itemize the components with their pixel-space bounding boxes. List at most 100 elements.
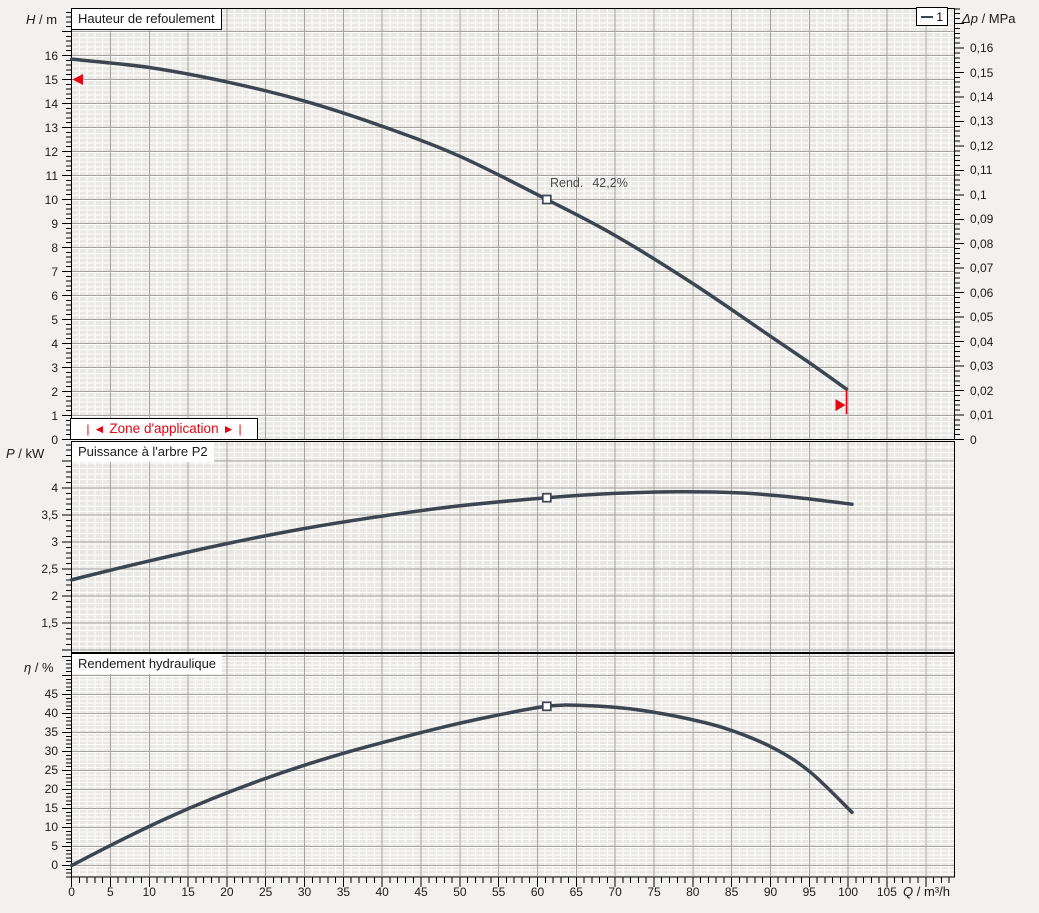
tick-label: 11 — [45, 168, 58, 183]
head-chart-title: Hauteur de refoulement — [71, 8, 222, 30]
tick-label: 0,08 — [970, 236, 994, 251]
tick-label: 6 — [51, 288, 58, 303]
tick-label: 45 — [44, 687, 58, 701]
tick-label: 25 — [44, 763, 58, 777]
tick-label: 0 — [68, 885, 75, 899]
efficiency-axis-unit: / % — [31, 660, 54, 675]
legend-item-label: 1 — [936, 9, 943, 24]
zone-left-arrow-icon: ◄ — [93, 422, 106, 436]
zone-label: Zone d'application — [109, 421, 219, 436]
tick-label: 80 — [686, 885, 700, 899]
tick-label: 0,04 — [970, 334, 994, 349]
tick-label: 0,02 — [970, 383, 994, 398]
tick-label: 2,5 — [41, 562, 58, 576]
tick-label: 1 — [51, 408, 58, 423]
tick-label: 4 — [51, 481, 58, 495]
tick-label: 65 — [569, 885, 583, 899]
head-axis-symbol: H — [26, 12, 36, 27]
tick-label: 14 — [44, 96, 58, 111]
tick-label: 16 — [44, 48, 58, 63]
application-zone-box: | ◄ Zone d'application ► | — [70, 418, 258, 440]
tick-label: 5 — [51, 312, 58, 327]
tick-label: 8 — [51, 240, 58, 255]
tick-label: 0,09 — [970, 212, 994, 227]
flow-axis-symbol: Q — [903, 884, 914, 899]
tick-label: 95 — [802, 885, 816, 899]
efficiency-chart-title: Rendement hydraulique — [72, 654, 223, 674]
tick-label: 0,05 — [970, 310, 994, 325]
tick-label: 10 — [44, 820, 58, 834]
tick-label: 30 — [297, 885, 312, 899]
tick-label: 45 — [414, 885, 428, 899]
tick-label: 35 — [336, 885, 351, 899]
tick-label: 0,1 — [970, 187, 987, 202]
tick-label: 12 — [44, 144, 58, 159]
y-axis-label-pressure: Δp / MPa — [962, 11, 1016, 26]
tick-label: 10 — [142, 885, 156, 899]
tick-label: 2 — [51, 589, 58, 603]
rend-label: Rend. — [550, 176, 584, 190]
y-axis-label-head: H / m — [26, 12, 57, 27]
tick-label: 15 — [44, 72, 58, 87]
duty-point-efficiency-note: Rend. 42,2% — [550, 176, 628, 190]
y-axis-label-power: P / kW — [6, 446, 44, 461]
head-chart-panel — [71, 8, 955, 440]
tick-label: 9 — [51, 216, 58, 231]
tick-label: 85 — [724, 885, 739, 899]
flow-axis-unit: / m³/h — [913, 884, 950, 899]
tick-label: 2 — [51, 384, 58, 399]
tick-label: 0,14 — [970, 89, 994, 104]
power-chart-panel — [71, 441, 955, 653]
tick-label: 15 — [44, 801, 58, 815]
power-chart-title: Puissance à l'arbre P2 — [72, 442, 214, 462]
tick-label: 75 — [647, 885, 661, 899]
power-axis-unit: / kW — [14, 446, 45, 461]
zone-end-bar: | — [238, 422, 242, 436]
zone-right-arrow-icon: ► — [222, 422, 235, 436]
tick-label: 0 — [51, 858, 58, 872]
tick-label: 5 — [51, 839, 58, 853]
tick-label: 0,15 — [970, 65, 994, 80]
tick-label: 70 — [608, 885, 622, 899]
y-axis-label-efficiency: η / % — [24, 660, 54, 675]
tick-label: 20 — [44, 782, 58, 796]
tick-label: 0,11 — [970, 163, 993, 178]
power-axis-symbol: P — [6, 446, 15, 461]
tick-label: 3 — [51, 360, 58, 375]
tick-label: 20 — [220, 885, 234, 899]
zone-start-bar: | — [86, 422, 90, 436]
tick-label: 30 — [44, 744, 58, 758]
tick-label: 0,03 — [970, 359, 994, 374]
tick-label: 35 — [44, 725, 58, 739]
pressure-axis-unit: / MPa — [977, 11, 1016, 26]
tick-label: 105 — [876, 885, 897, 899]
tick-label: 5 — [107, 885, 114, 899]
tick-label: 40 — [44, 706, 58, 720]
legend-line-swatch — [921, 15, 933, 18]
pressure-axis-symbol: Δp — [962, 11, 978, 26]
tick-label: 90 — [763, 885, 778, 899]
efficiency-chart-panel — [71, 653, 955, 877]
tick-label: 0,16 — [970, 41, 994, 55]
tick-label: 7 — [51, 264, 58, 279]
tick-label: 0,07 — [970, 261, 994, 276]
tick-label: 15 — [181, 885, 195, 899]
tick-label: 0 — [970, 432, 977, 447]
tick-label: 4 — [51, 336, 58, 351]
tick-label: 1,5 — [41, 616, 58, 630]
efficiency-axis-symbol: η — [24, 660, 32, 675]
tick-label: 0,13 — [970, 114, 994, 129]
legend[interactable]: 1 — [916, 7, 948, 26]
tick-label: 25 — [259, 885, 273, 899]
tick-label: 3,5 — [41, 508, 58, 522]
tick-label: 10 — [44, 192, 58, 207]
tick-label: 60 — [530, 885, 545, 899]
tick-label: 0,06 — [970, 285, 994, 300]
tick-label: 3 — [51, 535, 58, 549]
tick-label: 50 — [453, 885, 467, 899]
tick-label: 40 — [375, 885, 389, 899]
rend-value: 42,2% — [592, 176, 628, 190]
head-axis-unit: / m — [35, 12, 58, 27]
tick-label: 0,12 — [970, 138, 994, 153]
